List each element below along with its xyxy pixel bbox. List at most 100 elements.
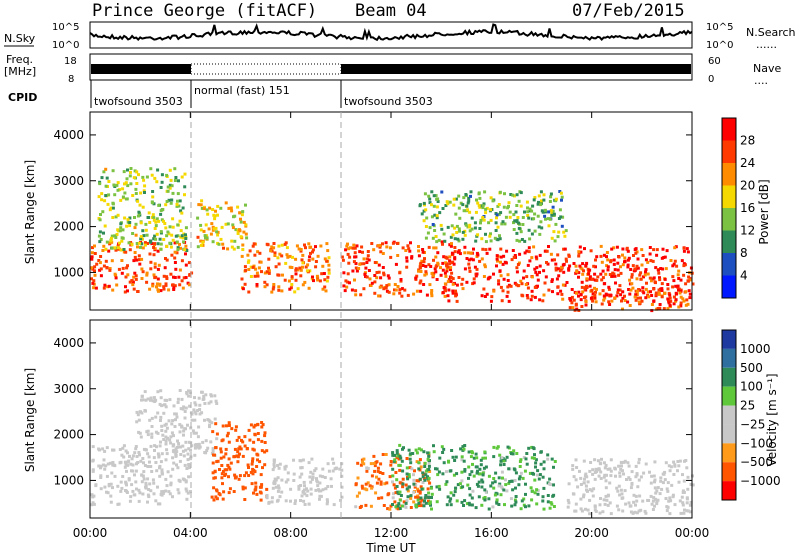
heatmap-cell <box>388 507 392 511</box>
heatmap-cell <box>461 445 465 449</box>
heatmap-cell <box>182 433 185 437</box>
heatmap-cell <box>579 497 583 501</box>
heatmap-cell <box>162 490 166 493</box>
heatmap-cell <box>134 192 138 195</box>
heatmap-cell <box>685 466 689 470</box>
heatmap-cell <box>560 265 564 269</box>
heatmap-cell <box>576 485 580 489</box>
heatmap-cell <box>542 193 546 197</box>
heatmap-cell <box>263 441 267 444</box>
heatmap-cell <box>432 258 435 262</box>
heatmap-cell <box>584 264 588 267</box>
heatmap-cell <box>187 261 191 265</box>
heatmap-cell <box>159 460 163 464</box>
heatmap-cell <box>419 485 423 489</box>
heatmap-cell <box>660 256 664 260</box>
heatmap-cell <box>450 449 454 452</box>
heatmap-cell <box>267 269 271 273</box>
heatmap-cell <box>162 411 166 415</box>
heatmap-cell <box>609 512 613 516</box>
heatmap-cell <box>385 289 389 293</box>
heatmap-cell <box>389 463 393 467</box>
heatmap-cell <box>684 303 688 307</box>
heatmap-cell <box>128 499 132 503</box>
heatmap-cell <box>373 274 377 277</box>
heatmap-cell <box>301 261 305 265</box>
heatmap-cell <box>603 466 607 470</box>
heatmap-cell <box>608 481 612 485</box>
heatmap-cell <box>299 459 303 463</box>
heatmap-cell <box>149 267 153 271</box>
heatmap-cell <box>93 252 97 255</box>
heatmap-cell <box>169 201 173 205</box>
heatmap-cell <box>145 273 149 277</box>
heatmap-cell <box>90 266 93 270</box>
heatmap-cell <box>193 446 197 450</box>
heatmap-cell <box>213 394 217 398</box>
heatmap-cell <box>669 499 673 503</box>
heatmap-cell <box>134 445 138 448</box>
heatmap-cell <box>169 481 173 485</box>
heatmap-cell <box>511 452 515 456</box>
heatmap-cell <box>233 239 237 243</box>
heatmap-cell <box>177 491 181 495</box>
heatmap-cell <box>505 249 509 253</box>
nsky-label: N.Sky <box>4 32 36 45</box>
heatmap-cell <box>442 232 446 236</box>
heatmap-cell <box>682 246 686 250</box>
colorbar-swatch <box>722 230 736 253</box>
heatmap-cell <box>472 281 476 285</box>
heatmap-cell <box>423 496 427 500</box>
heatmap-cell <box>373 291 377 295</box>
heatmap-cell <box>584 507 587 511</box>
heatmap-cell <box>142 461 145 465</box>
heatmap-cell <box>241 485 245 489</box>
heatmap-cell <box>372 248 376 252</box>
heatmap-cell <box>229 461 233 465</box>
heatmap-cell <box>161 491 165 495</box>
heatmap-cell <box>487 221 491 225</box>
heatmap-cell <box>533 212 537 216</box>
heatmap-cell <box>612 258 616 262</box>
heatmap-cell <box>139 221 143 225</box>
heatmap-cell <box>654 491 658 495</box>
heatmap-cell <box>154 461 158 464</box>
heatmap-cell <box>247 466 250 469</box>
heatmap-cell <box>284 261 288 265</box>
heatmap-cell <box>563 234 567 238</box>
heatmap-cell <box>250 482 254 486</box>
heatmap-cell <box>168 241 172 245</box>
heatmap-cell <box>421 250 425 254</box>
heatmap-cell <box>417 467 421 471</box>
heatmap-cell <box>513 194 516 198</box>
heatmap-cell <box>542 467 546 471</box>
heatmap-cell <box>166 230 170 234</box>
heatmap-cell <box>496 259 499 263</box>
heatmap-cell <box>606 467 610 471</box>
heatmap-cell <box>100 192 104 196</box>
heatmap-cell <box>448 259 452 263</box>
heatmap-cell <box>498 269 502 273</box>
heatmap-cell <box>126 264 129 268</box>
heatmap-cell <box>609 474 613 478</box>
heatmap-cell <box>162 238 166 241</box>
heatmap-cell <box>393 288 396 292</box>
heatmap-cell <box>176 246 180 250</box>
heatmap-cell <box>156 502 160 506</box>
heatmap-cell <box>243 435 247 439</box>
heatmap-cell <box>536 214 540 218</box>
heatmap-cell <box>138 431 142 435</box>
heatmap-cell <box>145 271 149 275</box>
heatmap-cell <box>196 245 200 249</box>
heatmap-cell <box>440 190 444 194</box>
heatmap-cell <box>105 240 109 244</box>
power-colorbar-label: Power [dB] <box>757 179 771 244</box>
heatmap-cell <box>147 211 151 215</box>
heatmap-cell <box>531 471 535 475</box>
heatmap-cell <box>431 223 435 226</box>
heatmap-cell <box>316 254 320 258</box>
heatmap-cell <box>679 278 683 282</box>
heatmap-cell <box>178 430 182 434</box>
heatmap-cell <box>243 282 247 286</box>
